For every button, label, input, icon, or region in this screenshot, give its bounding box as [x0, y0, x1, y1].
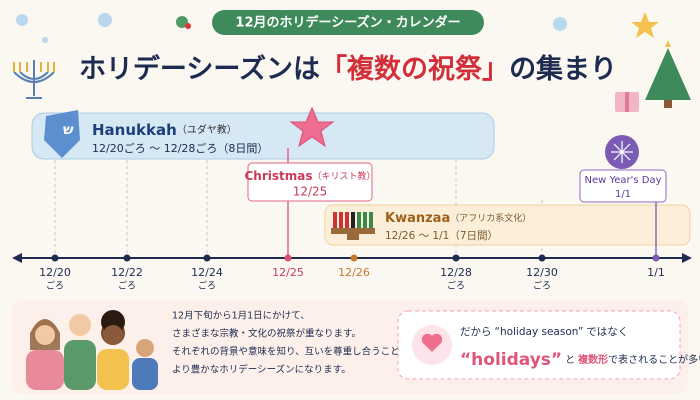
callout-line2: “holidays” と複数形で表されることが多い	[460, 350, 700, 370]
text-part: と	[565, 354, 575, 366]
timeline-dot	[51, 254, 59, 262]
menorah-icon	[13, 60, 55, 99]
newyear-name: New Year's Day	[584, 175, 661, 186]
date-sub: ごろ	[533, 280, 551, 292]
tree-icon	[615, 40, 691, 112]
footer-line: より豊かなホリデーシーズンになります。	[172, 364, 351, 376]
kwanzaa-dates: 12/26 ～ 1/1（7日間）	[385, 230, 498, 242]
title: ホリデーシーズンは「複数の祝祭」の集まり	[79, 53, 617, 85]
callout-box	[397, 310, 681, 380]
firework-rays	[611, 141, 633, 163]
footer-line: さまざまな宗教・文化の祝祭が重なります。	[172, 328, 361, 340]
title-before: ホリデーシーズンは	[79, 53, 320, 85]
date-sub: ごろ	[198, 280, 216, 292]
decorations	[16, 12, 659, 43]
text-part: （アフリカ系文化）	[450, 212, 531, 224]
date-label: 1/1	[647, 266, 665, 279]
footer-line: それぞれの背景や意味を知り、互いを尊重し合うことで、	[172, 346, 418, 358]
text-part: だから	[460, 326, 492, 338]
kwanzaa-bar	[324, 204, 691, 246]
christmas-date: 12/25	[293, 185, 328, 199]
newyear-date: 1/1	[615, 189, 631, 200]
text-part: ではなく	[586, 326, 628, 338]
footer-line: 12月下旬から1月1日にかけて、	[172, 310, 310, 322]
timeline-dot	[203, 254, 211, 262]
text-part: （ユダヤ教）	[177, 123, 237, 136]
text-part: 複数形	[577, 353, 608, 366]
date-sub: ごろ	[46, 280, 64, 292]
hanukkah-dates: 12/20ごろ ～ 12/28ごろ（8日間）	[92, 141, 268, 155]
text-part: “holiday season”	[495, 326, 584, 338]
dreidel-icon: ש	[44, 110, 80, 158]
date-label: 12/22	[111, 266, 143, 279]
timeline-dot	[284, 254, 292, 262]
title-highlight: 「複数の祝祭」	[320, 53, 509, 85]
christmas-name: Christmas（キリスト教）	[244, 169, 375, 183]
date-label: 12/24	[191, 266, 223, 279]
timeline-dot	[538, 254, 546, 262]
text-part: Kwanzaa	[385, 211, 450, 226]
hanukkah-name: Hanukkah（ユダヤ教）	[92, 121, 237, 139]
arrow-left	[12, 253, 22, 263]
kwanzaa-name: Kwanzaa（アフリカ系文化）	[385, 211, 531, 226]
badge	[212, 10, 484, 35]
timeline-dot	[652, 254, 660, 262]
date-label: 12/25	[272, 266, 304, 279]
arrow-right	[682, 253, 692, 263]
callout-line1: だから “holiday season” ではなく	[460, 326, 628, 338]
kinara-icon	[331, 212, 375, 240]
date-label: 12/28	[440, 266, 472, 279]
timeline-dot	[350, 254, 358, 262]
people-illustration	[26, 310, 158, 390]
timeline-dot	[123, 254, 131, 262]
star-icon	[289, 106, 335, 148]
text-part: “holidays”	[460, 350, 562, 370]
hanukkah-bar	[31, 112, 495, 160]
text-part: （キリスト教）	[313, 170, 376, 182]
text-part: Christmas	[244, 169, 312, 183]
badge-text: 12月のホリデーシーズン・カレンダー	[235, 15, 460, 31]
christmas-box	[247, 162, 373, 202]
newyear-box	[579, 169, 667, 203]
text-part: Hanukkah	[92, 121, 177, 139]
heart	[421, 333, 443, 352]
timeline-dot	[452, 254, 460, 262]
date-label: 12/20	[39, 266, 71, 279]
svg-text:ש: ש	[63, 122, 74, 138]
title-after: の集まり	[509, 53, 617, 85]
date-sub: ごろ	[118, 280, 136, 292]
text-part: で表されることが多い	[608, 353, 700, 366]
date-sub: ごろ	[447, 280, 465, 292]
date-label: 12/26	[338, 266, 370, 279]
date-label: 12/30	[526, 266, 558, 279]
